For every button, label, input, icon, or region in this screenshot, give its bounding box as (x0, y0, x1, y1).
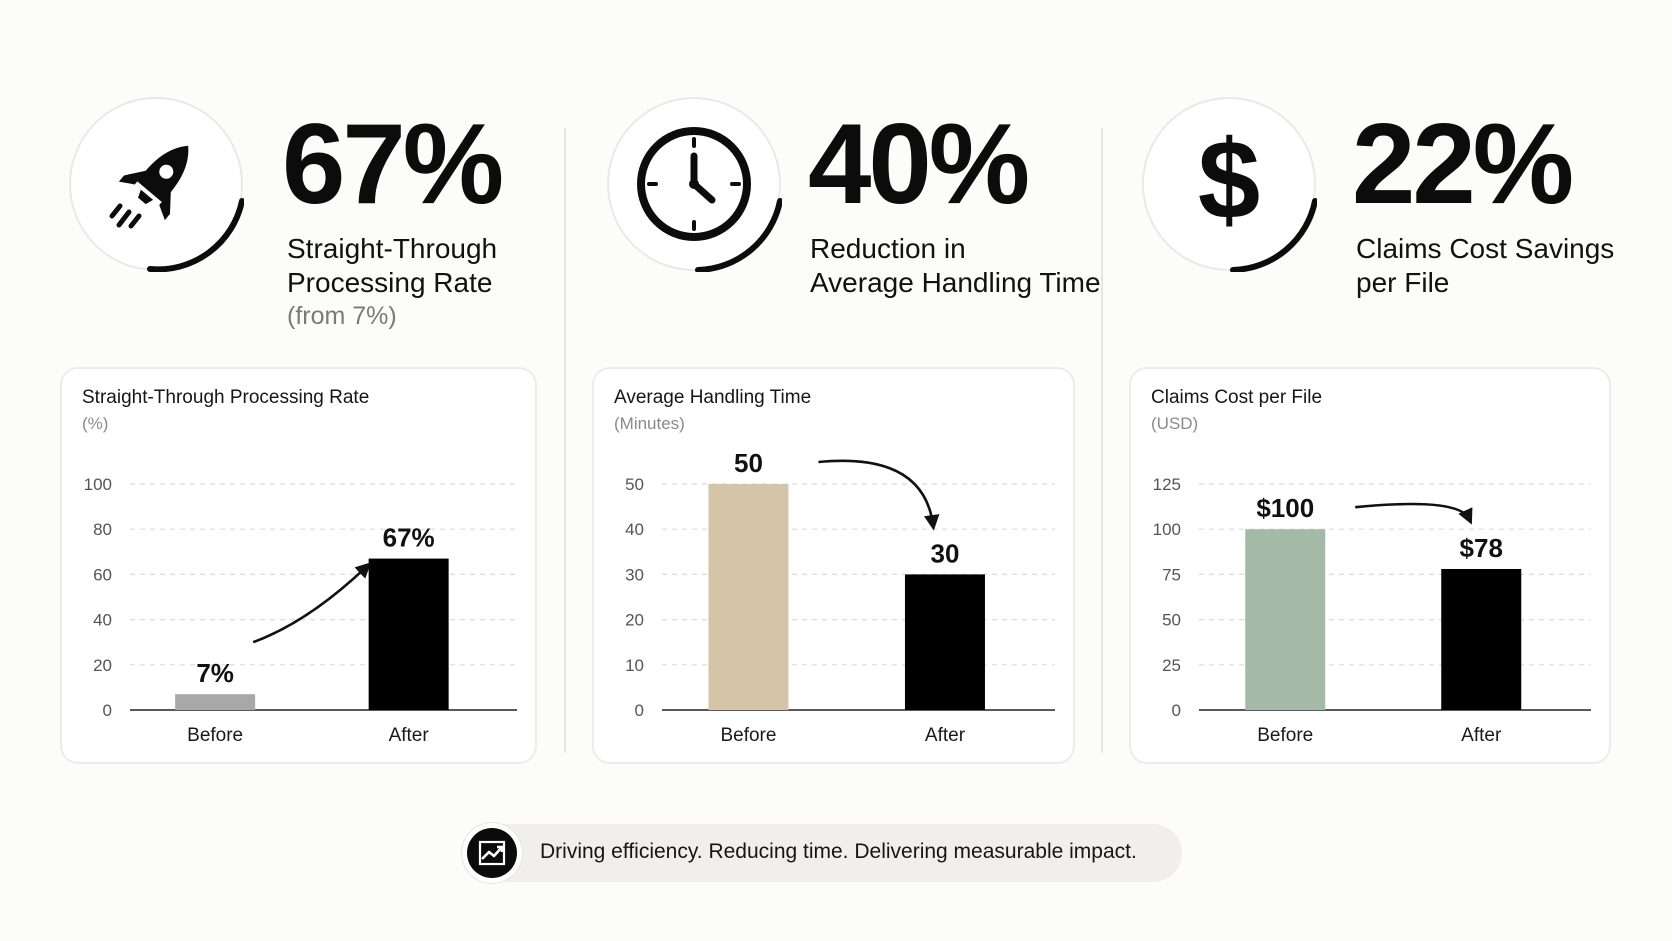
chart-plot: 0 20 40 60 80 100 7% Before 67% After (84, 475, 517, 746)
x-tick-label: Before (1257, 725, 1313, 746)
chart-title: Claims Cost per File (1151, 387, 1323, 408)
x-tick-label: After (925, 725, 966, 746)
y-tick-label: 0 (635, 701, 644, 720)
trend-arrow (1355, 502, 1473, 525)
kpi-label-line: Reduction in (810, 233, 966, 264)
clock-icon (637, 127, 751, 241)
y-tick-label: 40 (93, 611, 112, 630)
dollar-icon: $ (1198, 117, 1260, 242)
kpi-value: 67% (282, 101, 504, 228)
y-tick-label: 125 (1153, 475, 1181, 494)
kpi-label-line: per File (1356, 267, 1450, 298)
bar-value-label: 30 (930, 538, 959, 568)
bar-after (368, 558, 449, 710)
y-tick-label: 0 (1172, 701, 1181, 720)
x-tick-label: After (1461, 725, 1502, 746)
y-tick-label: 20 (625, 611, 644, 630)
trend-arrow (818, 459, 940, 531)
bar-before (1245, 529, 1326, 710)
kpi-label: Straight-Through Processing Rate (287, 232, 497, 300)
y-tick-label: 10 (625, 656, 644, 675)
tagline-text: Driving efficiency. Reducing time. Deliv… (540, 840, 1137, 863)
trend-up-icon (467, 828, 517, 878)
bar-before (708, 484, 789, 710)
bar-value-label: $100 (1256, 493, 1314, 523)
chart-title: Straight-Through Processing Rate (82, 387, 370, 408)
svg-text:$: $ (1198, 117, 1260, 242)
clock-badge (607, 97, 782, 272)
chart-plot: 0 10 20 30 40 50 50 Before 30 After (625, 448, 1055, 746)
y-tick-label: 25 (1162, 656, 1181, 675)
y-tick-label: 0 (103, 701, 112, 720)
chart-title: Average Handling Time (614, 387, 812, 408)
y-tick-label: 100 (84, 475, 112, 494)
chart-unit: (%) (82, 414, 109, 433)
rocket-badge (69, 97, 244, 272)
chart-plot: 0 25 50 75 100 125 $100 Before $78 After (1153, 475, 1591, 746)
x-tick-label: Before (720, 725, 776, 746)
bar-after (1441, 568, 1522, 710)
kpi-label-line: Straight-Through (287, 233, 498, 264)
y-tick-label: 30 (625, 565, 644, 584)
chart-card-stp: Straight-Through Processing Rate (%) 0 20… (60, 367, 537, 764)
x-tick-label: After (389, 725, 430, 746)
kpi-sublabel: (from 7%) (287, 302, 397, 330)
y-tick-label: 20 (93, 656, 112, 675)
chart-card-cost: Claims Cost per File (USD) 0 25 50 75 100 125… (1129, 367, 1611, 764)
chart-unit: (USD) (1151, 414, 1199, 433)
chart-card-aht: Average Handling Time (Minutes) 0 10 20 30 4… (592, 367, 1075, 764)
bar-value-label: 67% (383, 523, 435, 553)
column-divider (1101, 128, 1103, 753)
kpi-label-line: Processing Rate (287, 267, 493, 298)
x-tick-label: Before (187, 725, 243, 746)
y-tick-label: 40 (625, 520, 644, 539)
dollar-badge: $ (1142, 97, 1317, 272)
trend-arrow (252, 562, 372, 644)
bar-value-label: 50 (734, 448, 763, 478)
kpi-value: 40% (808, 101, 1030, 228)
kpi-label-line: Claims Cost Savings (1356, 233, 1615, 264)
y-tick-label: 50 (625, 475, 644, 494)
rocket-icon (118, 145, 189, 221)
y-tick-label: 80 (93, 520, 112, 539)
kpi-label: Reduction in Average Handling Time (810, 232, 1101, 300)
y-tick-label: 50 (1162, 611, 1181, 630)
y-tick-label: 60 (93, 565, 112, 584)
column-divider (564, 128, 566, 753)
bar-after (904, 574, 985, 710)
bar-value-label: $78 (1460, 533, 1503, 563)
y-tick-label: 100 (1153, 520, 1181, 539)
tagline-pill: Driving efficiency. Reducing time. Deliv… (462, 824, 1182, 882)
chart-unit: (Minutes) (614, 414, 685, 433)
kpi-label-line: Average Handling Time (810, 267, 1101, 298)
kpi-value: 22% (1352, 101, 1574, 228)
bar-value-label: 7% (196, 658, 234, 688)
kpi-label: Claims Cost Savings per File (1356, 232, 1614, 300)
y-tick-label: 75 (1162, 565, 1181, 584)
bar-before (175, 694, 256, 710)
